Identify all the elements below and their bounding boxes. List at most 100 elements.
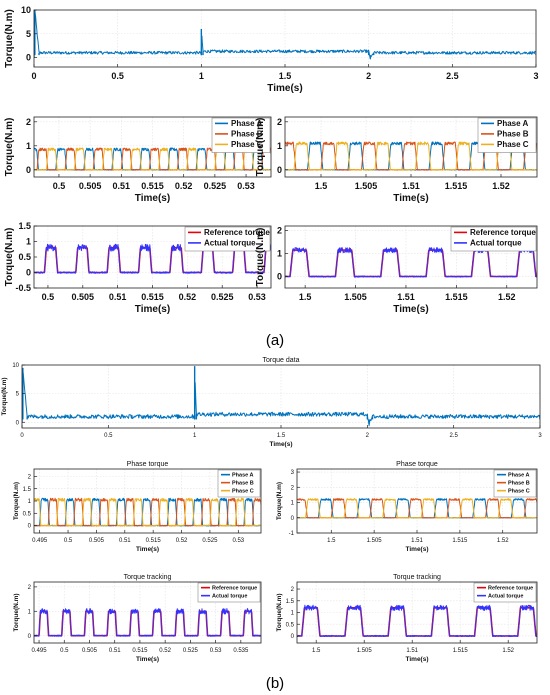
y-axis-label: Torque(N.m) [255, 118, 266, 177]
y-tick-label: 1 [291, 611, 295, 617]
legend: Phase A Phase B Phase C [493, 469, 537, 498]
legend-box [184, 226, 271, 252]
x-tick-label: 0.505 [89, 538, 105, 544]
x-tick-label: 0.52 [159, 648, 171, 654]
legend-label: Phase B [232, 480, 254, 486]
legend-label: Phase C [508, 488, 530, 494]
series-line-reference-torque [297, 607, 537, 637]
x-tick-label: 1.52 [502, 648, 514, 654]
chart-a-mid-right: 1.5 1.505 1.51 1.515 1.52 0 1 2 Time(s) Torque(N.… [255, 116, 538, 204]
x-tick-label: 2.5 [449, 433, 458, 439]
y-tick-label: 0 [291, 516, 295, 522]
plot-area [285, 247, 537, 278]
x-axis-label: Time(s) [267, 83, 302, 94]
y-tick-label: 5 [26, 29, 31, 39]
x-tick-label: 0.52 [175, 181, 193, 191]
x-tick-label: 0.5 [53, 181, 66, 191]
legend-box [197, 582, 261, 603]
x-tick-label: 1.515 [453, 648, 469, 654]
y-tick-label: 1 [277, 249, 282, 259]
x-tick-label: 0.505 [82, 648, 98, 654]
plot-area [297, 604, 537, 637]
x-tick-label: 0.51 [113, 181, 131, 191]
series-line-torque [34, 12, 536, 60]
y-tick-label: 1.5 [18, 221, 31, 231]
x-tick-label: 0.525 [204, 181, 227, 191]
y-tick-label: 0 [16, 420, 20, 426]
legend-label: Phase C [232, 488, 254, 494]
chart-title: Torque data [263, 357, 300, 364]
x-axis-label: Time(s) [393, 304, 428, 315]
y-axis-label: Torque(N.m) [13, 593, 20, 631]
x-tick-label: 0.52 [176, 538, 188, 544]
y-tick-label: -1 [289, 531, 295, 537]
x-tick-label: 0.5 [60, 648, 69, 654]
x-tick-label: 3 [533, 71, 538, 81]
y-tick-label: 0 [291, 634, 295, 640]
series-line-phase-b [297, 498, 537, 519]
y-axis-label: Torque(N.m) [13, 482, 20, 520]
x-tick-label: 0.505 [72, 292, 95, 302]
y-tick-label: 3 [291, 470, 295, 476]
legend-label: Phase C [497, 140, 529, 149]
legend-label: Phase C [231, 140, 263, 149]
y-tick-label: 1 [26, 141, 31, 151]
x-tick-label: 0.52 [179, 292, 197, 302]
chart-title: Torque tracking [393, 574, 441, 581]
panel-label-a: (a) [266, 332, 284, 349]
x-tick-label: 1.515 [445, 292, 468, 302]
y-tick-label: 2 [26, 117, 31, 127]
chart-title: Torque tracking [124, 574, 172, 581]
legend-label: Actual torque [470, 238, 522, 247]
y-tick-label: 2 [277, 226, 282, 236]
chart-b-top: 0 0.5 1 1.5 2 2.5 3 0 5 10 Time(s) Torque(N.m) Torqu… [1, 357, 542, 448]
series-line-actual-torque [34, 608, 261, 637]
series-line-torque [22, 372, 540, 427]
axes-box [284, 225, 538, 289]
x-tick-label: 1.51 [402, 181, 420, 191]
series-line-actual-torque [297, 604, 537, 637]
y-tick-label: 0.5 [286, 622, 295, 628]
legend-label: Phase B [497, 129, 529, 138]
x-axis-label: Time(s) [136, 546, 159, 553]
x-tick-label: 1.5 [279, 71, 292, 81]
x-tick-label: 1.52 [492, 181, 510, 191]
x-tick-label: 0.53 [248, 292, 266, 302]
x-tick-label: 0.535 [233, 648, 249, 654]
legend-label: Reference torque [488, 585, 533, 591]
series-line-reference-torque [34, 610, 261, 637]
plot-area [34, 243, 271, 274]
x-axis-label: Time(s) [270, 441, 293, 448]
x-tick-label: 1.5 [327, 538, 336, 544]
chart-title: Phase torque [127, 461, 169, 468]
x-axis-label: Time(s) [136, 656, 159, 663]
x-tick-label: 0.525 [183, 648, 199, 654]
x-tick-label: 1 [193, 433, 197, 439]
x-tick-label: 1.52 [498, 292, 516, 302]
legend-label: Actual torque [212, 593, 247, 599]
plot-area [34, 10, 536, 60]
y-axis-label: Torque(N.m) [276, 593, 283, 631]
y-tick-label: 0.5 [23, 511, 32, 517]
legend-label: Reference torque [204, 228, 270, 237]
y-tick-label: 1 [28, 609, 32, 615]
y-tick-label: 1.5 [23, 487, 32, 493]
chart-b-bot-left: 0.495 0.5 0.505 0.51 0.515 0.52 0.525 0.53 0.535… [13, 574, 262, 663]
series-line-phase-c [34, 497, 261, 527]
y-tick-label: 2 [277, 117, 282, 127]
y-tick-label: 0 [26, 268, 31, 278]
legend-label: Phase B [231, 129, 263, 138]
x-tick-label: 0.515 [141, 181, 164, 191]
chart-a-bot-right: 1.5 1.505 1.51 1.515 1.52 0 1 2 Time(s) Torque(N.… [255, 225, 538, 315]
y-axis-label: Torque(N.m) [1, 377, 8, 415]
chart-b-mid-left: 0.495 0.5 0.505 0.51 0.515 0.52 0.525 0.5300.51… [13, 461, 262, 553]
x-tick-label: 0.51 [109, 648, 121, 654]
x-tick-label: 1.505 [357, 648, 373, 654]
chart-b-mid-right: 1.5 1.505 1.51 1.515 1.52 -1 0 1 2 3 Time(s) Torque… [276, 461, 538, 553]
x-axis-label: Time(s) [393, 193, 428, 204]
